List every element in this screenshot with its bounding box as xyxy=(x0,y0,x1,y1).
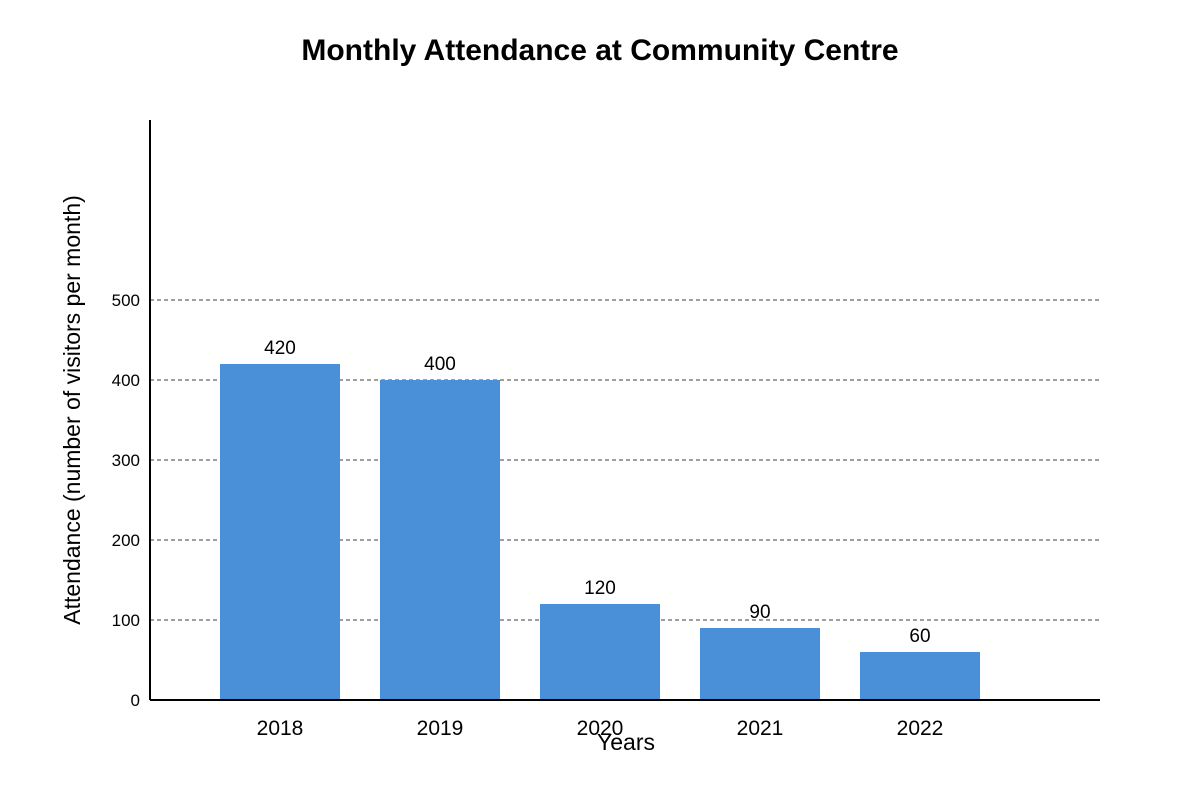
x-tick-label-2022: 2022 xyxy=(897,717,944,740)
bar-2022 xyxy=(860,652,980,700)
data-labels: 420 400 120 90 60 xyxy=(264,338,930,647)
chart-title: Monthly Attendance at Community Centre xyxy=(301,34,898,67)
y-axis-ticks: 0 100 200 300 400 500 xyxy=(112,291,140,710)
data-label-2022: 60 xyxy=(909,626,930,647)
bar-2018 xyxy=(220,364,340,700)
bar-2021 xyxy=(700,628,820,700)
y-tick-label-200: 200 xyxy=(112,531,140,550)
gridlines xyxy=(150,299,1100,621)
y-axis-label: Attendance (number of visitors per month… xyxy=(59,195,85,625)
bar-2019 xyxy=(380,380,500,700)
data-label-2019: 400 xyxy=(424,354,456,375)
y-tick-label-300: 300 xyxy=(112,451,140,470)
x-tick-label-2020: 2020 xyxy=(577,717,624,740)
x-tick-label-2019: 2019 xyxy=(417,717,464,740)
y-tick-label-400: 400 xyxy=(112,371,140,390)
data-label-2018: 420 xyxy=(264,338,296,359)
y-tick-label-500: 500 xyxy=(112,291,140,310)
y-tick-label-0: 0 xyxy=(131,691,140,710)
x-axis-ticks: 2018 2019 2020 2021 2022 xyxy=(257,717,944,740)
x-tick-label-2018: 2018 xyxy=(257,717,304,740)
data-label-2021: 90 xyxy=(749,602,770,623)
y-tick-label-100: 100 xyxy=(112,611,140,630)
bar-2020 xyxy=(540,604,660,700)
bars xyxy=(220,364,980,700)
x-tick-label-2021: 2021 xyxy=(737,717,784,740)
x-axis-label: Years xyxy=(597,729,655,755)
data-label-2020: 120 xyxy=(584,578,616,599)
